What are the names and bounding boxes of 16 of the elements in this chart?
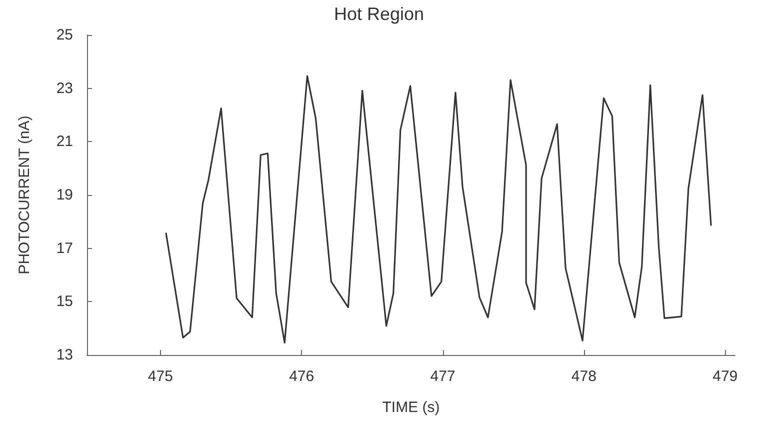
line-series [165,75,712,344]
y-tick-label: 17 [56,240,73,257]
x-tick-label: 477 [430,368,456,385]
y-tick-label: 19 [56,186,73,204]
chart-title: Hot Region [334,4,424,24]
y-tick-label: 15 [56,293,73,310]
y-axis-title: PHOTOCURRENT (nA) [16,116,33,274]
x-axis-title: TIME (s) [382,399,440,416]
x-tick-label: 476 [289,368,314,385]
y-tick-label: 13 [56,346,73,364]
y-tick-label: 21 [56,133,73,150]
x-tick-label: 478 [571,368,596,385]
y-tick-label: 23 [56,80,73,97]
y-tick-label: 25 [56,26,73,44]
x-tick-label: 475 [148,368,173,385]
x-tick-label: 479 [712,368,738,385]
